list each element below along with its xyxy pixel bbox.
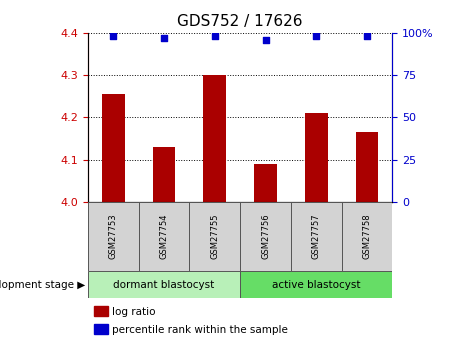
Text: dormant blastocyst: dormant blastocyst bbox=[113, 280, 215, 289]
Bar bbox=[291, 202, 342, 271]
Bar bbox=[240, 271, 392, 298]
Text: GSM27755: GSM27755 bbox=[210, 214, 219, 259]
Bar bbox=[94, 324, 108, 335]
Bar bbox=[94, 306, 108, 316]
Point bbox=[161, 35, 168, 41]
Bar bbox=[88, 202, 139, 271]
Bar bbox=[88, 271, 240, 298]
Text: GSM27758: GSM27758 bbox=[363, 214, 372, 259]
Point bbox=[211, 33, 218, 39]
Bar bbox=[355, 132, 378, 202]
Text: GSM27757: GSM27757 bbox=[312, 214, 321, 259]
Point bbox=[262, 37, 269, 42]
Point bbox=[110, 33, 117, 39]
Bar bbox=[139, 202, 189, 271]
Bar bbox=[152, 147, 175, 202]
Text: log ratio: log ratio bbox=[112, 307, 156, 317]
Bar bbox=[189, 202, 240, 271]
Bar bbox=[203, 75, 226, 202]
Bar bbox=[254, 164, 277, 202]
Text: GSM27756: GSM27756 bbox=[261, 214, 270, 259]
Bar bbox=[305, 113, 328, 202]
Text: active blastocyst: active blastocyst bbox=[272, 280, 360, 289]
Point bbox=[313, 33, 320, 39]
Point bbox=[364, 33, 371, 39]
Bar bbox=[240, 202, 291, 271]
Title: GDS752 / 17626: GDS752 / 17626 bbox=[177, 14, 303, 29]
Text: percentile rank within the sample: percentile rank within the sample bbox=[112, 325, 288, 335]
Bar bbox=[102, 94, 125, 202]
Text: GSM27753: GSM27753 bbox=[109, 214, 118, 259]
Text: GSM27754: GSM27754 bbox=[160, 214, 169, 259]
Text: development stage ▶: development stage ▶ bbox=[0, 280, 86, 289]
Bar bbox=[342, 202, 392, 271]
